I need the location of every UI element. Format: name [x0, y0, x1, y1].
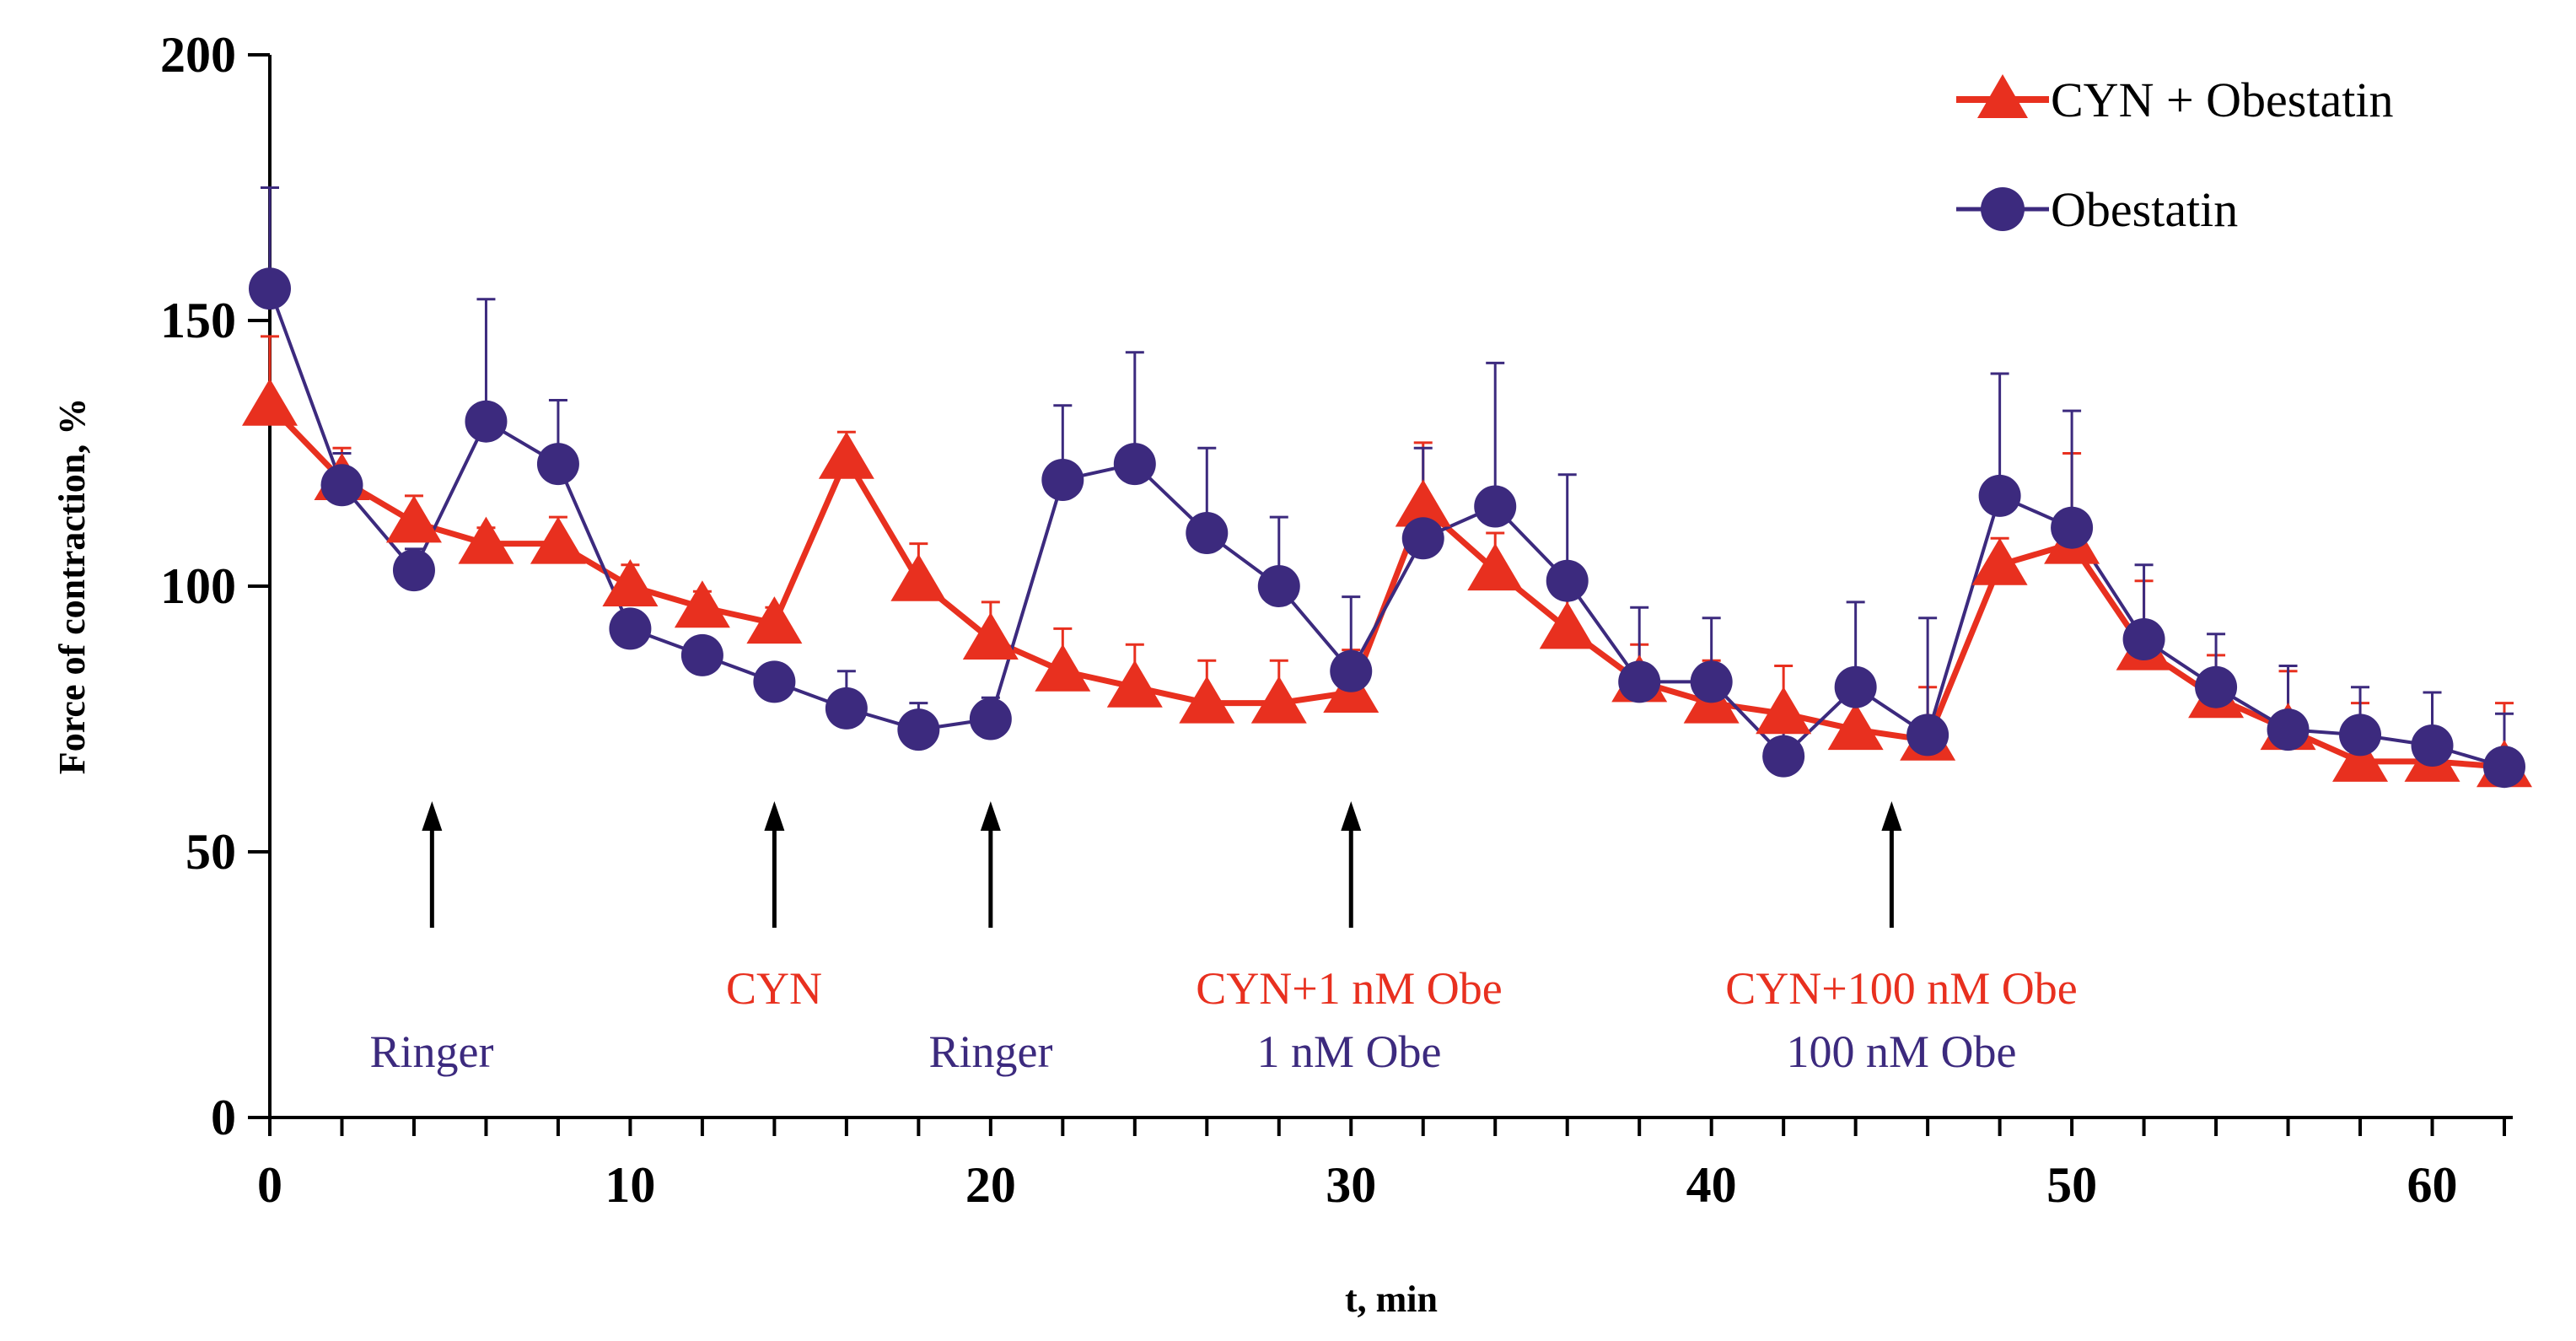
marker-cyn-obestatin-22 [1827, 703, 1884, 751]
marker-obestatin-29 [2339, 714, 2382, 757]
annotation-ringer-2: Ringer [929, 1026, 1053, 1077]
x-tick-label-10: 10 [605, 1157, 655, 1213]
marker-cyn-obestatin-7 [746, 596, 803, 644]
marker-cyn-obestatin-5 [602, 559, 659, 606]
annotation-1nm-obe: 1 nM Obe [1257, 1026, 1442, 1077]
marker-obestatin-1 [320, 464, 363, 507]
x-axis-title: t, min [1345, 1279, 1438, 1320]
marker-cyn-obestatin-17 [1467, 543, 1524, 591]
marker-cyn-obestatin-2 [385, 495, 442, 543]
arrow-head-0 [422, 801, 443, 831]
marker-obestatin-3 [465, 400, 508, 443]
marker-cyn-obestatin-11 [1035, 644, 1091, 692]
annotation-cyn-1nm-obe: CYN+1 nM Obe [1196, 963, 1502, 1014]
legend-circle-marker-icon [1981, 187, 2025, 231]
marker-obestatin-9 [897, 708, 940, 751]
x-tick-label-0: 0 [257, 1157, 282, 1213]
marker-obestatin-10 [969, 697, 1012, 741]
x-tick-label-20: 20 [965, 1157, 1016, 1213]
marker-cyn-obestatin-14 [1250, 676, 1307, 724]
marker-obestatin-8 [825, 687, 868, 730]
marker-obestatin-20 [1690, 660, 1733, 703]
error-bars [261, 186, 2514, 767]
arrow-head-1 [764, 801, 785, 831]
arrow-head-4 [1881, 801, 1902, 831]
marker-cyn-obestatin-24 [1971, 537, 2028, 585]
marker-cyn-obestatin-4 [530, 516, 586, 564]
marker-cyn-obestatin-3 [458, 516, 514, 564]
marker-obestatin-6 [680, 633, 723, 676]
marker-obestatin-27 [2195, 665, 2238, 708]
marker-obestatin-16 [1401, 517, 1444, 560]
y-axis-title: Force of contraction, % [51, 398, 93, 774]
legend-label-cyn-obestatin: CYN + Obestatin [2051, 73, 2393, 127]
x-tick-label-50: 50 [2046, 1157, 2097, 1213]
marker-cyn-obestatin-13 [1179, 676, 1235, 724]
y-tick-label-200: 200 [160, 27, 236, 83]
legend-triangle-marker-icon [1977, 74, 2028, 118]
annotation-100nm-obe: 100 nM Obe [1787, 1026, 2017, 1077]
marker-obestatin-31 [2483, 746, 2525, 789]
marker-obestatin-5 [609, 607, 652, 650]
marker-cyn-obestatin-9 [890, 553, 947, 601]
series-lines [267, 288, 2505, 770]
marker-obestatin-21 [1762, 735, 1805, 778]
marker-obestatin-7 [753, 660, 796, 703]
marker-obestatin-25 [2051, 506, 2094, 549]
marker-obestatin-30 [2411, 724, 2454, 767]
marker-cyn-obestatin-10 [962, 612, 1019, 660]
marker-obestatin-24 [1978, 474, 2021, 517]
legend: CYN + Obestatin Obestatin [1956, 73, 2393, 237]
marker-obestatin-18 [1546, 559, 1589, 602]
series-line-cyn-obestatin [267, 403, 2505, 770]
x-tick-label-40: 40 [1686, 1157, 1737, 1213]
series-line-obestatin [268, 288, 2505, 769]
x-ticks: 0 10 20 30 40 50 60 [257, 1118, 2506, 1213]
marker-obestatin-17 [1474, 485, 1517, 528]
marker-obestatin-23 [1906, 714, 1949, 757]
annotation-cyn: CYN [726, 963, 822, 1014]
markers [242, 267, 2532, 789]
x-tick-label-60: 60 [2407, 1157, 2458, 1213]
marker-obestatin-15 [1330, 649, 1373, 692]
marker-obestatin-22 [1834, 665, 1877, 708]
marker-obestatin-26 [2122, 618, 2165, 660]
arrow-head-3 [1341, 801, 1362, 831]
marker-obestatin-0 [249, 267, 291, 310]
y-tick-label-0: 0 [211, 1090, 236, 1145]
annotation-cyn-100nm-obe: CYN+100 nM Obe [1725, 963, 2077, 1014]
y-tick-label-100: 100 [160, 558, 236, 614]
marker-cyn-obestatin-21 [1756, 687, 1812, 735]
legend-label-obestatin: Obestatin [2051, 182, 2238, 237]
annotation-ringer-1: Ringer [370, 1026, 494, 1077]
marker-cyn-obestatin-16 [1395, 479, 1451, 527]
y-ticks: 0 50 100 150 200 [160, 27, 270, 1145]
marker-obestatin-28 [2267, 708, 2310, 751]
marker-cyn-obestatin-29 [2332, 734, 2389, 782]
marker-obestatin-12 [1113, 443, 1156, 486]
arrow-head-2 [980, 801, 1001, 831]
marker-obestatin-2 [392, 549, 435, 592]
marker-obestatin-11 [1041, 459, 1084, 501]
arrows [422, 801, 1902, 928]
marker-cyn-obestatin-18 [1539, 601, 1595, 649]
y-tick-label-50: 50 [186, 824, 236, 880]
marker-obestatin-19 [1618, 660, 1661, 703]
marker-cyn-obestatin-8 [818, 431, 874, 479]
x-tick-label-30: 30 [1326, 1157, 1376, 1213]
marker-obestatin-13 [1186, 512, 1229, 554]
marker-obestatin-14 [1257, 565, 1300, 607]
marker-obestatin-4 [536, 443, 579, 486]
marker-cyn-obestatin-12 [1106, 660, 1163, 708]
y-tick-label-150: 150 [160, 293, 236, 348]
marker-cyn-obestatin-6 [674, 580, 730, 628]
marker-cyn-obestatin-0 [242, 378, 298, 426]
